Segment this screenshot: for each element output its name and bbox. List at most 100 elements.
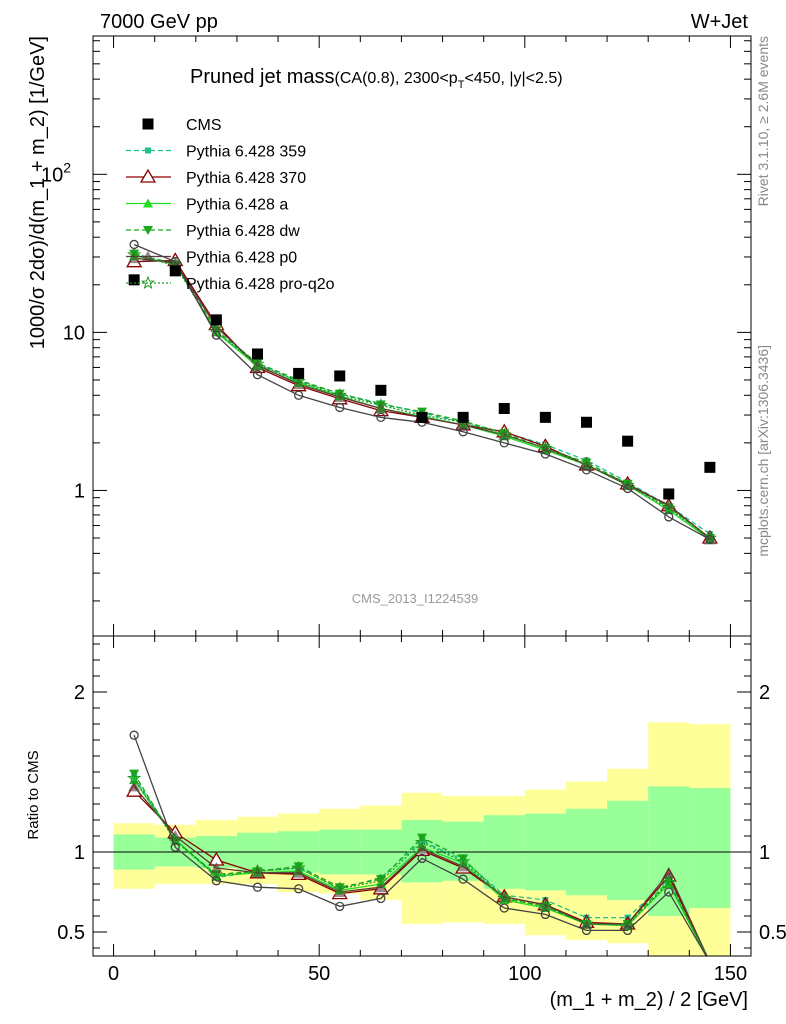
ratio-point-pythia-6-428-pro-q2o bbox=[497, 890, 512, 905]
cms-data-point bbox=[128, 274, 140, 286]
chart-title-detail-suffix: <450, |y|<2.5) bbox=[464, 70, 562, 87]
series-point-reference bbox=[705, 534, 715, 545]
series-point-reference bbox=[664, 512, 674, 522]
side-label-top: Rivet 3.1.10, ≥ 2.6M events bbox=[755, 36, 771, 206]
cms-data-point bbox=[375, 384, 387, 396]
series-line-pythia-6-428-370 bbox=[134, 259, 711, 539]
legend-label-pythia-6-428-pro-q2o: Pythia 6.428 pro-q2o bbox=[186, 276, 335, 293]
legend-marker-pythia-6-428-370 bbox=[139, 168, 157, 183]
series-point-pythia-6-428-pro-q2o bbox=[291, 373, 306, 388]
ratio-point-pythia-6-428-p0 bbox=[416, 842, 428, 854]
side-label-bottom: mcplots.cern.ch [arXiv:1306.3436] bbox=[755, 345, 771, 557]
legend-marker-pythia-6-428-pro-q2o bbox=[140, 275, 156, 290]
ratio-point-reference bbox=[458, 874, 468, 884]
ratio-point-pythia-6-428-pro-q2o bbox=[291, 860, 306, 875]
series-line-pythia-6-428-a bbox=[133, 255, 711, 540]
ratio-point-reference bbox=[417, 853, 427, 864]
ratio-point-pythia-6-428-pro-q2o bbox=[414, 834, 430, 849]
main-axes: 1 10 102 bbox=[41, 36, 751, 636]
ratio-point-reference bbox=[581, 925, 592, 936]
ratio-point-reference bbox=[252, 882, 263, 892]
legend-swatch-cms bbox=[142, 118, 154, 130]
cms-data-point bbox=[622, 435, 634, 447]
ratio-point-reference bbox=[211, 876, 222, 886]
x-tick-label: 150 bbox=[714, 963, 747, 985]
ratio-point-pythia-6-428-p0 bbox=[210, 862, 223, 873]
ratio-point-reference bbox=[293, 884, 304, 894]
y-axis-label-ratio: Ratio to CMS bbox=[25, 750, 42, 839]
ratio-point-pythia-6-428-dw bbox=[417, 833, 427, 843]
ratio-point-pythia-6-428-pro-q2o bbox=[620, 918, 635, 932]
ratio-point-pythia-6-428-pro-q2o bbox=[250, 863, 265, 878]
cms-data-point bbox=[457, 411, 469, 423]
legend-marker-pythia-6-428-p0 bbox=[142, 250, 154, 262]
ratio-point-pythia-6-428-dw bbox=[375, 875, 386, 885]
ratio-point-pythia-6-428-p0 bbox=[662, 866, 675, 878]
ratio-point-pythia-6-428-p0 bbox=[292, 866, 305, 878]
cms-data-layer bbox=[128, 265, 716, 500]
cms-data-point bbox=[334, 370, 346, 382]
series-line-pythia-6-428-p0 bbox=[134, 257, 711, 540]
legend-marker-pythia-6-428-a bbox=[143, 198, 153, 208]
x-tick-label: 100 bbox=[508, 963, 541, 985]
series-point-reference bbox=[293, 390, 304, 400]
ratio-y-tick-label-right: 0.5 bbox=[759, 922, 786, 944]
cms-uncertainty-bands bbox=[113, 722, 731, 956]
series-point-reference bbox=[540, 449, 551, 459]
ratio-point-pythia-6-428-pro-q2o bbox=[456, 854, 471, 868]
cms-data-point bbox=[416, 411, 428, 423]
series-point-reference bbox=[581, 465, 592, 475]
series-point-pythia-6-428-pro-q2o bbox=[250, 356, 265, 371]
series-point-pythia-6-428-pro-q2o bbox=[332, 387, 347, 402]
chart-title-detail-prefix: (CA(0.8), 2300<p bbox=[335, 70, 458, 87]
ratio-point-pythia-6-428-p0 bbox=[128, 780, 141, 792]
series-point-pythia-6-428-pro-q2o bbox=[702, 530, 717, 545]
series-point-reference bbox=[622, 483, 633, 494]
series-point-reference bbox=[376, 412, 386, 423]
ratio-point-pythia-6-428-pro-q2o bbox=[209, 868, 224, 883]
ratio-y-tick-label: 0.5 bbox=[57, 922, 85, 944]
x-tick-label: 50 bbox=[308, 963, 330, 985]
energy-label: 7000 GeV pp bbox=[100, 11, 218, 33]
ratio-point-reference bbox=[622, 925, 633, 936]
legend-label-pythia-6-428-p0: Pythia 6.428 p0 bbox=[186, 250, 297, 267]
ratio-y-tick-label-right: 2 bbox=[759, 682, 770, 704]
series-point-reference bbox=[458, 427, 468, 437]
series-point-pythia-6-428-pro-q2o bbox=[538, 440, 553, 455]
ratio-point-pythia-6-428-pro-q2o bbox=[332, 881, 347, 895]
y-tick-label: 10 bbox=[63, 322, 85, 344]
series-point-reference bbox=[252, 370, 263, 380]
series-line-pythia-6-428-359 bbox=[133, 254, 711, 535]
series-point-reference bbox=[211, 330, 222, 340]
cms-data-point bbox=[169, 265, 181, 277]
ratio-point-pythia-6-428-dw bbox=[129, 769, 140, 779]
series-point-pythia-6-428-pro-q2o bbox=[579, 457, 594, 471]
cms-data-point bbox=[210, 314, 222, 326]
ratio-point-pythia-6-428-p0 bbox=[457, 860, 470, 872]
legend-marker-pythia-6-428-dw bbox=[143, 226, 153, 235]
ratio-point-pythia-6-428-pro-q2o bbox=[373, 873, 388, 887]
ratio-line-reference bbox=[133, 734, 707, 956]
cms-data-point bbox=[252, 348, 263, 360]
stat-uncertainty-band bbox=[689, 788, 731, 908]
ratio-point-pythia-6-428-pro-q2o bbox=[127, 770, 142, 785]
y-tick-label: 102 bbox=[41, 159, 71, 186]
series-point-reference bbox=[129, 239, 139, 250]
y-tick-label: 1 bbox=[74, 480, 85, 502]
series-point-reference bbox=[335, 402, 345, 413]
ratio-point-reference bbox=[376, 893, 386, 904]
ratio-point-pythia-6-428-pro-q2o bbox=[661, 874, 676, 889]
cms-data-point bbox=[663, 488, 675, 500]
ratio-panel: 0 50 100 150 0.5 0.5 1 1 2 2 Ratio to CMS bbox=[25, 635, 786, 985]
series-point-reference bbox=[499, 438, 509, 448]
series-line-pythia-6-428-dw bbox=[133, 252, 711, 539]
series-point-pythia-6-428-pro-q2o bbox=[497, 427, 512, 441]
chart-title-detail-sub: T bbox=[458, 79, 465, 91]
ratio-point-reference bbox=[129, 730, 139, 740]
ratio-point-reference bbox=[540, 909, 551, 920]
stat-uncertainty-band bbox=[607, 800, 649, 900]
cms-data-point bbox=[539, 411, 551, 423]
ratio-point-reference bbox=[335, 901, 345, 912]
legend: CMS Pythia 6.428 359 Pythia 6.428 370 Pythi… bbox=[126, 117, 335, 293]
